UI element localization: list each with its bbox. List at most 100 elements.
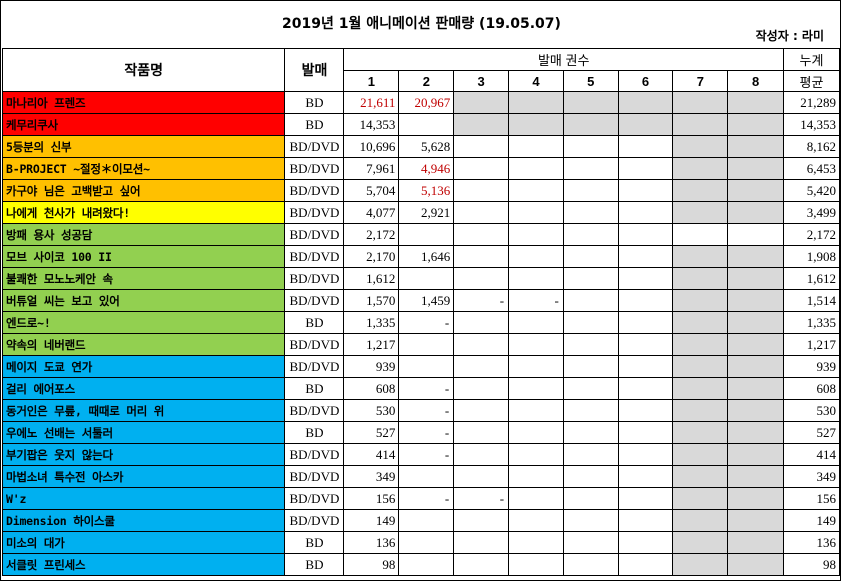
empty-volume-cell[interactable]: [453, 399, 510, 422]
format-cell[interactable]: BD: [284, 91, 345, 114]
format-cell[interactable]: BD: [284, 113, 345, 136]
empty-volume-cell[interactable]: [727, 245, 784, 268]
empty-volume-cell[interactable]: [562, 201, 619, 224]
format-cell[interactable]: BD/DVD: [284, 509, 345, 532]
empty-volume-cell[interactable]: [617, 201, 674, 224]
average-cell[interactable]: 8,162: [782, 135, 841, 158]
empty-volume-cell[interactable]: [453, 509, 510, 532]
empty-volume-cell[interactable]: [727, 267, 784, 290]
format-cell[interactable]: BD/DVD: [284, 267, 345, 290]
volume-sales-cell[interactable]: 7,961: [343, 157, 400, 180]
empty-volume-cell[interactable]: [672, 135, 729, 158]
volume-sales-cell[interactable]: -: [398, 421, 455, 444]
empty-volume-cell[interactable]: [672, 223, 729, 246]
empty-volume-cell[interactable]: [617, 267, 674, 290]
empty-volume-cell[interactable]: [617, 355, 674, 378]
empty-volume-cell[interactable]: [508, 421, 564, 444]
volume-sales-cell[interactable]: 21,611: [343, 91, 400, 114]
empty-volume-cell[interactable]: [727, 223, 784, 246]
empty-volume-cell[interactable]: [672, 333, 729, 356]
empty-volume-cell[interactable]: [562, 157, 619, 180]
volume-sales-cell[interactable]: 4,946: [398, 157, 455, 180]
volume-sales-cell[interactable]: 527: [343, 421, 400, 444]
average-cell[interactable]: 1,612: [782, 267, 841, 290]
empty-volume-cell[interactable]: [453, 179, 510, 202]
empty-volume-cell[interactable]: [727, 113, 784, 136]
format-cell[interactable]: BD/DVD: [284, 487, 345, 510]
work-name-cell[interactable]: 서클릿 프린세스: [1, 553, 286, 576]
empty-volume-cell[interactable]: [672, 553, 729, 576]
empty-volume-cell[interactable]: [672, 113, 729, 136]
empty-volume-cell[interactable]: [672, 355, 729, 378]
format-cell[interactable]: BD: [284, 377, 345, 400]
empty-volume-cell[interactable]: [617, 113, 674, 136]
format-header[interactable]: 발매: [284, 48, 345, 92]
volume-sales-cell[interactable]: -: [398, 443, 455, 466]
format-cell[interactable]: BD/DVD: [284, 223, 345, 246]
work-name-cell[interactable]: 마나리아 프렌즈: [1, 91, 286, 114]
format-cell[interactable]: BD: [284, 531, 345, 554]
empty-volume-cell[interactable]: [617, 333, 674, 356]
empty-volume-cell[interactable]: [508, 91, 564, 114]
empty-volume-cell[interactable]: [398, 553, 455, 576]
average-cell[interactable]: 414: [782, 443, 841, 466]
work-name-cell[interactable]: 모브 사이코 100 II: [1, 245, 286, 268]
average-cell[interactable]: 1,217: [782, 333, 841, 356]
empty-volume-cell[interactable]: [727, 179, 784, 202]
empty-volume-cell[interactable]: [617, 91, 674, 114]
empty-volume-cell[interactable]: [453, 157, 510, 180]
empty-volume-cell[interactable]: [727, 421, 784, 444]
empty-volume-cell[interactable]: [672, 531, 729, 554]
average-cell[interactable]: 349: [782, 465, 841, 488]
work-name-cell[interactable]: 동거인은 무릎, 때때로 머리 위: [1, 399, 286, 422]
work-name-cell[interactable]: 엔드로~!: [1, 311, 286, 334]
average-cell[interactable]: 98: [782, 553, 841, 576]
volume-sales-cell[interactable]: 136: [343, 531, 400, 554]
work-name-cell[interactable]: 부기팝은 웃지 않는다: [1, 443, 286, 466]
empty-volume-cell[interactable]: [672, 245, 729, 268]
empty-volume-cell[interactable]: [508, 311, 564, 334]
volume-sales-cell[interactable]: 939: [343, 355, 400, 378]
empty-volume-cell[interactable]: [617, 377, 674, 400]
volume-sales-cell[interactable]: 5,704: [343, 179, 400, 202]
empty-volume-cell[interactable]: [617, 135, 674, 158]
empty-volume-cell[interactable]: [398, 113, 455, 136]
empty-volume-cell[interactable]: [727, 443, 784, 466]
empty-volume-cell[interactable]: [398, 355, 455, 378]
volume-sales-cell[interactable]: 1,459: [398, 289, 455, 312]
empty-volume-cell[interactable]: [508, 135, 564, 158]
volume-header[interactable]: 8: [727, 70, 784, 92]
empty-volume-cell[interactable]: [727, 465, 784, 488]
volume-sales-cell[interactable]: -: [508, 289, 564, 312]
empty-volume-cell[interactable]: [617, 223, 674, 246]
empty-volume-cell[interactable]: [508, 399, 564, 422]
volume-sales-cell[interactable]: 530: [343, 399, 400, 422]
empty-volume-cell[interactable]: [453, 465, 510, 488]
empty-volume-cell[interactable]: [398, 465, 455, 488]
work-name-cell[interactable]: 미소의 대가: [1, 531, 286, 554]
volume-sales-cell[interactable]: 5,628: [398, 135, 455, 158]
empty-volume-cell[interactable]: [562, 487, 619, 510]
empty-volume-cell[interactable]: [508, 333, 564, 356]
work-name-cell[interactable]: 마법소녀 특수전 아스카: [1, 465, 286, 488]
work-name-cell[interactable]: 카구야 님은 고백받고 싶어: [1, 179, 286, 202]
empty-volume-cell[interactable]: [562, 333, 619, 356]
average-cell[interactable]: 1,514: [782, 289, 841, 312]
empty-volume-cell[interactable]: [727, 355, 784, 378]
volume-sales-cell[interactable]: 156: [343, 487, 400, 510]
empty-volume-cell[interactable]: [617, 157, 674, 180]
empty-volume-cell[interactable]: [562, 421, 619, 444]
empty-volume-cell[interactable]: [672, 179, 729, 202]
empty-volume-cell[interactable]: [727, 553, 784, 576]
format-cell[interactable]: BD/DVD: [284, 399, 345, 422]
empty-volume-cell[interactable]: [617, 531, 674, 554]
empty-volume-cell[interactable]: [562, 443, 619, 466]
volume-sales-cell[interactable]: 1,612: [343, 267, 400, 290]
empty-volume-cell[interactable]: [453, 421, 510, 444]
empty-volume-cell[interactable]: [508, 179, 564, 202]
volume-sales-cell[interactable]: 349: [343, 465, 400, 488]
empty-volume-cell[interactable]: [508, 443, 564, 466]
empty-volume-cell[interactable]: [398, 531, 455, 554]
average-cell[interactable]: 1,908: [782, 245, 841, 268]
empty-volume-cell[interactable]: [508, 113, 564, 136]
